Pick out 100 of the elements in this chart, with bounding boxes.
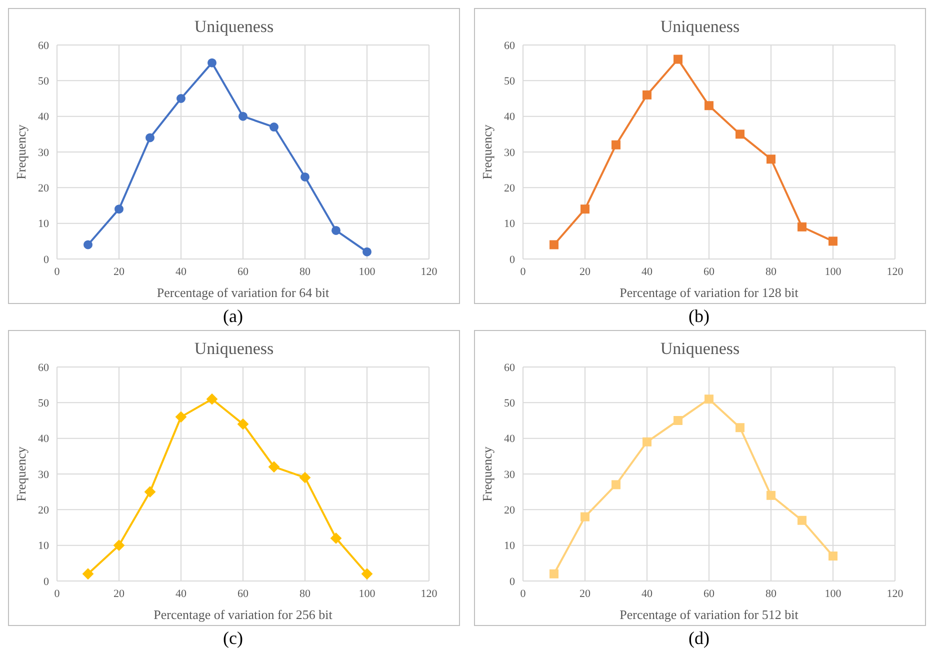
y-tick-label: 20 <box>38 504 50 517</box>
x-tick-label: 60 <box>238 266 249 278</box>
point <box>704 394 714 404</box>
x-axis-title: Percentage of variation for 512 bit <box>620 607 799 622</box>
point <box>674 416 682 425</box>
x-tick-label: 100 <box>824 266 842 278</box>
y-axis-title: Frequency <box>14 124 29 180</box>
x-tick-label: 20 <box>580 266 591 278</box>
x-tick-label: 80 <box>766 266 777 278</box>
y-tick-label: 40 <box>504 433 516 446</box>
x-tick-label: 60 <box>704 266 715 278</box>
point <box>330 532 342 544</box>
chart-title: Uniqueness <box>193 338 275 360</box>
point <box>82 568 94 580</box>
y-tick-label: 0 <box>44 254 50 266</box>
point <box>206 394 218 405</box>
point <box>580 204 590 214</box>
y-tick-label: 30 <box>38 146 50 159</box>
y-axis-title: Frequency <box>480 446 495 502</box>
point <box>208 58 216 68</box>
x-tick-label: 80 <box>766 588 777 600</box>
y-tick-label: 50 <box>38 76 50 88</box>
y-tick-label: 40 <box>38 433 50 446</box>
y-tick-label: 10 <box>38 218 50 230</box>
point <box>238 112 248 121</box>
point <box>268 461 280 472</box>
x-tick-label: 80 <box>300 266 311 278</box>
text: (a) <box>222 306 244 327</box>
x-tick-label: 120 <box>420 588 438 600</box>
point <box>642 90 652 100</box>
x-axis-title: Percentage of variation for 128 bit <box>620 285 799 300</box>
point <box>766 154 776 164</box>
point <box>736 130 744 139</box>
point <box>798 516 806 525</box>
point <box>580 512 590 522</box>
point <box>704 101 714 110</box>
point <box>300 172 310 182</box>
y-tick-label: 40 <box>38 111 50 124</box>
text: (c) <box>222 628 244 649</box>
point <box>674 54 682 64</box>
x-tick-label: 60 <box>704 588 715 600</box>
point <box>270 122 278 132</box>
y-tick-label: 40 <box>504 111 516 124</box>
y-tick-label: 30 <box>504 146 516 159</box>
point <box>828 236 838 246</box>
y-tick-label: 60 <box>38 40 50 52</box>
x-tick-label: 40 <box>176 266 187 278</box>
point <box>612 480 620 490</box>
chart-title: Uniqueness <box>659 338 741 360</box>
y-axis-title: Frequency <box>14 446 29 502</box>
x-tick-label: 120 <box>886 266 904 278</box>
y-tick-label: 20 <box>38 182 50 195</box>
point <box>766 490 776 500</box>
point <box>642 437 652 446</box>
x-tick-label: 0 <box>54 266 60 278</box>
y-tick-label: 0 <box>510 576 516 588</box>
y-tick-label: 50 <box>38 398 50 410</box>
x-tick-label: 40 <box>642 266 653 278</box>
point <box>362 568 372 580</box>
x-tick-label: 60 <box>238 588 249 600</box>
y-tick-label: 10 <box>504 218 516 230</box>
point <box>362 247 372 256</box>
x-axis-title: Percentage of variation for 64 bit <box>156 285 330 300</box>
y-tick-label: 30 <box>38 468 50 481</box>
y-tick-label: 0 <box>44 576 50 588</box>
text: (d) <box>688 628 710 649</box>
point <box>798 222 806 232</box>
y-tick-label: 50 <box>504 76 516 88</box>
y-tick-label: 30 <box>504 468 516 481</box>
text: (b) <box>688 306 710 327</box>
x-tick-label: 100 <box>824 588 842 600</box>
y-tick-label: 10 <box>38 540 50 552</box>
x-tick-label: 100 <box>358 588 376 600</box>
point <box>84 240 92 250</box>
point <box>612 140 620 150</box>
y-tick-label: 60 <box>504 362 516 374</box>
y-axis-title: Frequency <box>480 124 495 180</box>
y-tick-label: 50 <box>504 398 516 410</box>
x-tick-label: 120 <box>420 266 438 278</box>
point <box>146 133 154 142</box>
point <box>144 486 156 498</box>
y-tick-label: 60 <box>38 362 50 374</box>
x-tick-label: 80 <box>300 588 311 600</box>
point <box>828 552 838 561</box>
y-tick-label: 60 <box>504 40 516 52</box>
y-tick-label: 0 <box>510 254 516 266</box>
x-tick-label: 0 <box>54 588 60 600</box>
point <box>300 472 310 484</box>
x-tick-label: 0 <box>520 588 526 600</box>
point <box>176 94 186 103</box>
point <box>114 204 124 214</box>
y-tick-label: 10 <box>504 540 516 552</box>
point <box>332 226 340 235</box>
chart-title: Uniqueness <box>659 16 741 38</box>
x-tick-label: 20 <box>580 588 591 600</box>
x-tick-label: 20 <box>114 588 125 600</box>
x-tick-label: 40 <box>176 588 187 600</box>
x-tick-label: 20 <box>114 266 125 278</box>
point <box>238 418 248 430</box>
point <box>736 423 744 432</box>
